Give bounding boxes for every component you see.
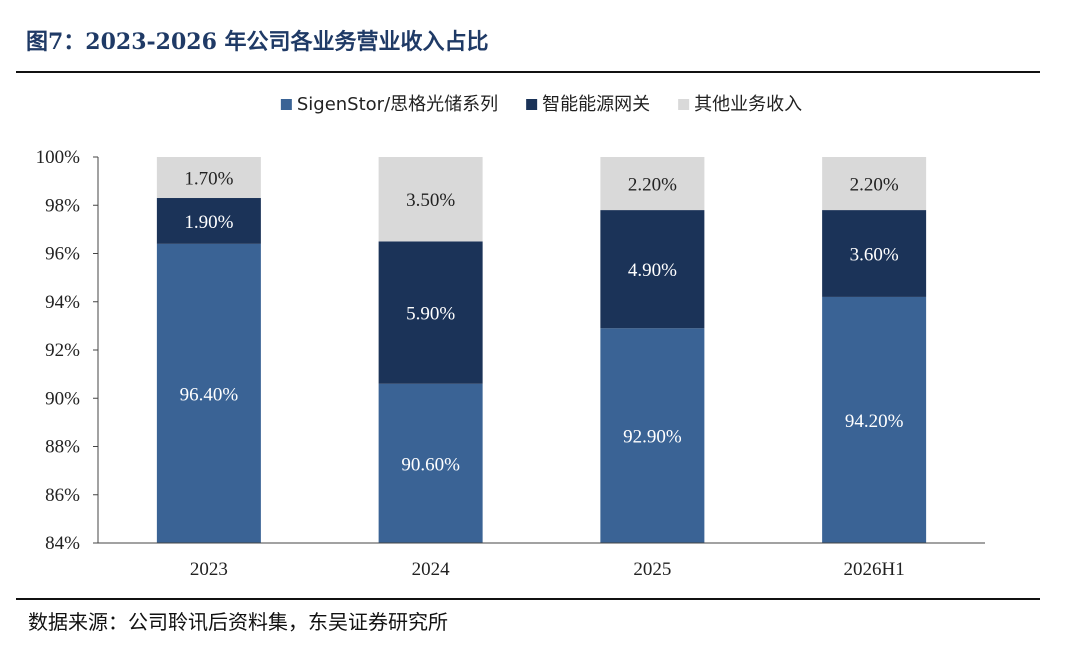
legend-label: SigenStor/思格光储系列 — [297, 94, 498, 115]
data-label: 4.90% — [628, 260, 677, 281]
x-tick-label: 2026H1 — [844, 559, 905, 580]
legend-item: 其他业务收入 — [678, 94, 802, 115]
bottom-rule — [16, 598, 1040, 600]
y-axis: 84% 86% 88% 90% 92% 94% 96% 98% 100% — [36, 147, 99, 554]
data-label: 1.70% — [184, 169, 233, 190]
y-tick-label: 96% — [45, 244, 80, 265]
bar-segment — [600, 157, 705, 211]
data-label: 5.90% — [406, 304, 455, 325]
y-tick-label: 90% — [45, 388, 80, 409]
legend-label: 智能能源网关 — [542, 94, 650, 115]
x-tick-label: 2024 — [412, 559, 451, 580]
bar-segment — [822, 296, 927, 543]
bar-segment — [378, 383, 483, 543]
bar-segment — [600, 210, 705, 329]
x-tick-label: 2023 — [190, 559, 228, 580]
y-tick-label: 88% — [45, 437, 80, 458]
bar-segment — [156, 243, 261, 543]
data-label: 1.90% — [184, 212, 233, 233]
data-label: 96.40% — [180, 384, 239, 405]
bar-segment — [378, 241, 483, 384]
data-label: 2.20% — [628, 175, 677, 196]
legend-item: SigenStor/思格光储系列 — [280, 94, 498, 115]
y-tick-label: 92% — [45, 340, 80, 361]
data-label: 2.20% — [850, 175, 899, 196]
data-label: 90.60% — [401, 454, 460, 475]
data-label: 3.50% — [406, 190, 455, 211]
x-axis: 2023 2024 2025 2026H1 — [98, 542, 985, 580]
bar-segment — [156, 157, 261, 199]
bar-segment — [600, 328, 705, 543]
bar-segment — [378, 157, 483, 242]
bar-segment — [822, 157, 927, 211]
bar-segment — [156, 198, 261, 244]
y-tick-label: 84% — [45, 533, 80, 554]
bars: 96.40% 1.90% 1.70% 90.60% 5.90% 3.50% 92.90% 4.… — [156, 157, 927, 543]
legend-label: 其他业务收入 — [694, 94, 802, 115]
legend-swatch — [280, 99, 292, 110]
legend: SigenStor/思格光储系列 智能能源网关 其他业务收入 — [280, 94, 802, 115]
bar-segment — [822, 210, 927, 297]
data-label: 3.60% — [850, 245, 899, 266]
chart-title: 图7：2023-2026 年公司各业务营业收入占比 — [26, 29, 489, 55]
y-tick-label: 94% — [45, 292, 80, 313]
top-rule — [16, 71, 1040, 73]
source-note: 数据来源：公司聆讯后资料集，东吴证券研究所 — [28, 610, 448, 634]
legend-swatch — [526, 99, 538, 110]
legend-swatch — [678, 99, 690, 110]
data-label: 94.20% — [845, 411, 904, 432]
data-label: 92.90% — [623, 427, 682, 448]
y-tick-label: 98% — [45, 195, 80, 216]
x-tick-label: 2025 — [633, 559, 671, 580]
y-tick-label: 86% — [45, 485, 80, 506]
y-tick-label: 100% — [36, 147, 81, 168]
legend-item: 智能能源网关 — [526, 94, 650, 115]
